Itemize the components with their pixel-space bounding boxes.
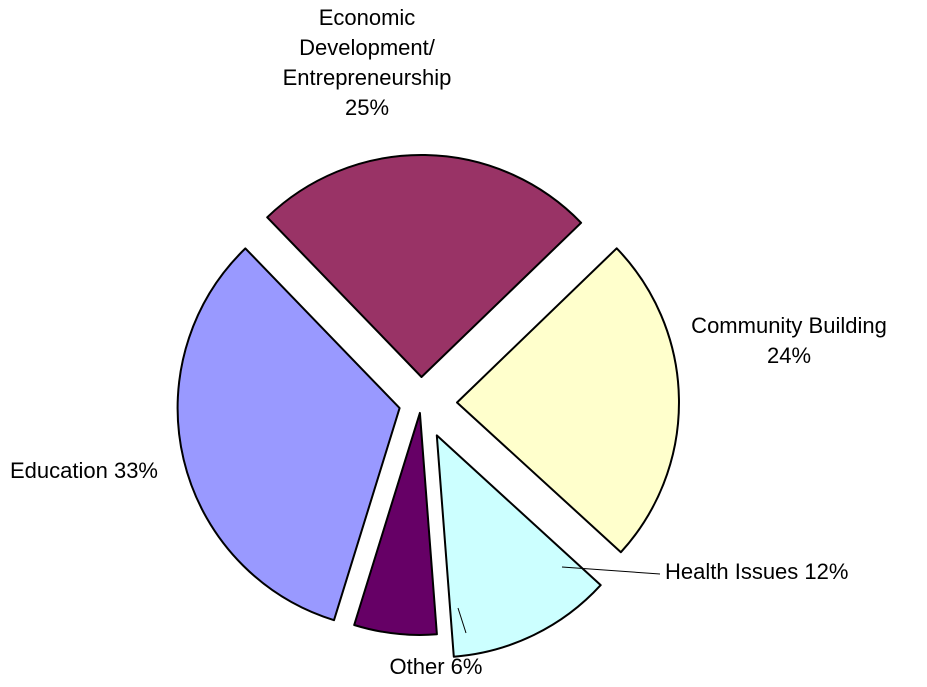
slice-education <box>176 247 401 622</box>
label-line: Entrepreneurship <box>282 65 452 90</box>
slice-label-community-building: Community Building 24% <box>691 311 887 371</box>
label-line: Health Issues 12% <box>665 559 849 584</box>
slice-community-building <box>456 247 680 554</box>
slice-health-issues <box>435 434 602 658</box>
leader-line-health <box>561 566 661 575</box>
label-line: Community Building <box>691 313 887 338</box>
label-line: Education 33% <box>10 458 158 483</box>
slice-economic-development <box>266 154 583 378</box>
pie-slices <box>176 154 680 658</box>
label-line: Development/ <box>299 35 435 60</box>
leader-line-other <box>457 607 467 634</box>
slice-label-education: Education 33% <box>10 456 158 486</box>
label-line: 25% <box>344 95 390 120</box>
slice-label-health-issues: Health Issues 12% <box>665 557 848 587</box>
slice-label-economic-development: Economic Development/ Entrepreneurship 2… <box>283 3 452 123</box>
slice-label-other: Other 6% <box>390 652 483 682</box>
slice-other <box>353 411 438 636</box>
leader-lines <box>457 566 661 634</box>
label-line: Economic <box>318 5 416 30</box>
label-line: 24% <box>766 343 812 368</box>
label-line: Other 6% <box>389 654 483 679</box>
